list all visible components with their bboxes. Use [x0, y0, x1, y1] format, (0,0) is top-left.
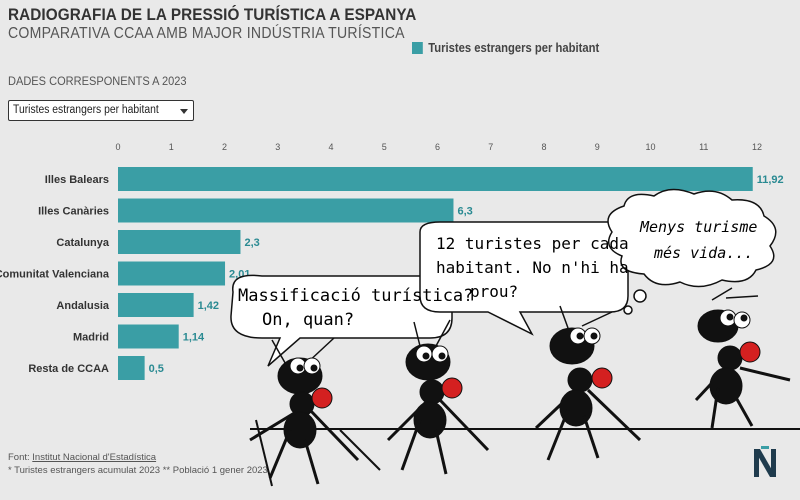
- category-label: Illes Canàries: [38, 206, 109, 218]
- data-year-note: DADES CORRESPONENTS A 2023: [8, 74, 187, 88]
- bubble-1-line-1: Massificació turística?: [238, 286, 474, 306]
- footnote: * Turistes estrangers acumulat 2023 ** P…: [8, 465, 268, 476]
- x-tick-label: 10: [645, 142, 655, 152]
- bar[interactable]: [118, 167, 753, 191]
- ant-figure-1: [249, 337, 381, 487]
- x-tick-label: 12: [752, 142, 762, 152]
- speech-bubble-1: [230, 274, 453, 367]
- category-label: Catalunya: [56, 237, 109, 249]
- source-prefix: Font:: [8, 452, 33, 463]
- chevron-down-icon: [180, 109, 188, 114]
- x-tick-label: 7: [488, 142, 493, 152]
- x-tick-label: 1: [169, 142, 174, 152]
- chart-subtitle: COMPARATIVA CCAA AMB MAJOR INDÚSTRIA TUR…: [8, 25, 405, 42]
- bar[interactable]: [118, 230, 241, 254]
- x-tick-label: 9: [595, 142, 600, 152]
- legend-label: Turistes estrangers per habitant: [428, 41, 600, 55]
- x-tick-label: 6: [435, 142, 440, 152]
- source-note: Font: Institut Nacional d'Estadística: [8, 452, 156, 463]
- x-tick-label: 4: [328, 142, 333, 152]
- category-label: Illes Balears: [45, 174, 109, 186]
- bubble-2-line-3: prou?: [470, 282, 519, 301]
- chart-title: RADIOGRAFIA DE LA PRESSIÓ TURÍSTICA A ES…: [8, 5, 417, 24]
- value-label: 11,92: [757, 174, 784, 186]
- thought-dot-1: [633, 289, 647, 303]
- value-label: 0,5: [149, 363, 164, 375]
- category-label: Resta de CCAA: [28, 363, 109, 375]
- category-label: Madrid: [73, 332, 109, 344]
- metric-dropdown[interactable]: Turistes estrangers per habitant: [8, 100, 194, 121]
- category-label: Comunitat Valenciana: [0, 269, 110, 281]
- x-tick-label: 3: [275, 142, 280, 152]
- ant-figure-2: [386, 319, 490, 475]
- x-tick-label: 5: [382, 142, 387, 152]
- bubble-2-line-2: habitant. No n'hi ha: [436, 258, 629, 277]
- bubble-3-line-2: més vida...: [654, 244, 754, 262]
- bubble-3-line-1: Menys turisme: [640, 218, 758, 236]
- bar[interactable]: [118, 324, 179, 349]
- x-tick-label: 8: [541, 142, 546, 152]
- bar[interactable]: [118, 356, 145, 380]
- source-link[interactable]: Institut Nacional d'Estadística: [32, 452, 157, 463]
- ant-figure-4: [694, 287, 791, 429]
- bubble-2-line-1: 12 turistes per cada: [436, 234, 629, 253]
- x-tick-label: 0: [115, 142, 120, 152]
- bar[interactable]: [118, 261, 226, 286]
- speech-bubble-2: [419, 221, 629, 336]
- value-label: 1,14: [183, 332, 205, 344]
- speech-bubble-3: [607, 188, 777, 288]
- metric-dropdown-value: Turistes estrangers per habitant: [13, 104, 159, 116]
- value-label: 6,3: [457, 206, 472, 218]
- x-tick-label: 2: [222, 142, 227, 152]
- ant-figure-3: [534, 305, 642, 461]
- x-tick-label: 11: [699, 142, 708, 152]
- legend-swatch: [412, 42, 423, 54]
- category-label: Andalusia: [56, 300, 109, 312]
- publisher-logo: [754, 446, 776, 477]
- value-label: 1,42: [198, 300, 219, 312]
- bubble-1-line-2: On, quan?: [262, 310, 355, 330]
- value-label: 2,3: [244, 237, 259, 249]
- bar[interactable]: [118, 198, 454, 223]
- bar[interactable]: [118, 293, 194, 317]
- legend: Turistes estrangers per habitant: [412, 41, 599, 55]
- thought-dot-2: [623, 305, 633, 315]
